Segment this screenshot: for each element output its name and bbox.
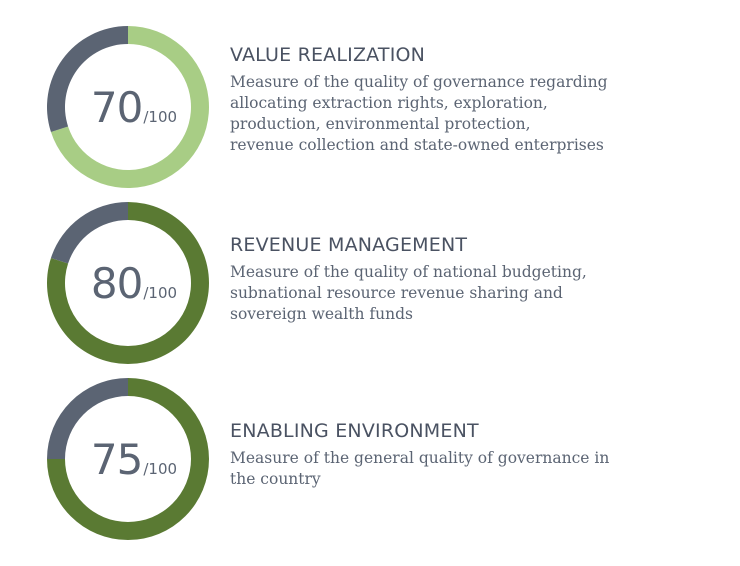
donut-svg (46, 25, 209, 188)
score-value: 80 (90, 258, 143, 308)
score-text: ENABLING ENVIRONMENT Measure of the gene… (230, 420, 700, 490)
description-line: allocating extraction rights, exploratio… (230, 94, 548, 112)
score-max: /100 (143, 459, 178, 478)
description-line: revenue collection and state-owned enter… (230, 136, 604, 154)
description-line: Measure of the quality of governance reg… (230, 73, 608, 91)
score-text: REVENUE MANAGEMENT Measure of the qualit… (230, 234, 700, 325)
score-title: VALUE REALIZATION (230, 44, 426, 66)
score-card-enabling-environment: 75 /100 ENABLING ENVIRONMENT Measure of … (0, 372, 740, 542)
score-description: Measure of the quality of governance reg… (230, 72, 700, 156)
score-max: /100 (143, 283, 178, 302)
description-line: production, environmental protection, (230, 115, 531, 133)
donut-remainder-arc (50, 202, 128, 264)
score-text: VALUE REALIZATION Measure of the quality… (230, 44, 700, 156)
score-description: Measure of the quality of national budge… (230, 262, 700, 325)
score-value: 75 (90, 434, 143, 484)
donut-svg (47, 378, 209, 540)
donut-remainder-arc (46, 25, 129, 133)
donut-chart: 70 /100 (46, 25, 209, 188)
donut-chart: 75 /100 (47, 378, 209, 540)
score-card-revenue-management: 80 /100 REVENUE MANAGEMENT Measure of th… (0, 196, 740, 366)
score-title: REVENUE MANAGEMENT (230, 234, 468, 256)
donut-chart: 80 /100 (46, 202, 209, 364)
description-line: Measure of the quality of national budge… (230, 263, 587, 281)
donut-svg (46, 202, 209, 364)
description-line: the country (230, 470, 321, 488)
description-line: subnational resource revenue sharing and (230, 284, 563, 302)
description-line: sovereign wealth funds (230, 305, 413, 323)
description-line: Measure of the general quality of govern… (230, 449, 610, 467)
score-card-value-realization: 70 /100 VALUE REALIZATION Measure of the… (0, 20, 740, 190)
score-description: Measure of the general quality of govern… (230, 448, 700, 490)
score-title: ENABLING ENVIRONMENT (230, 420, 479, 442)
donut-remainder-arc (47, 378, 128, 459)
score-max: /100 (143, 107, 178, 126)
score-value: 70 (90, 82, 143, 132)
